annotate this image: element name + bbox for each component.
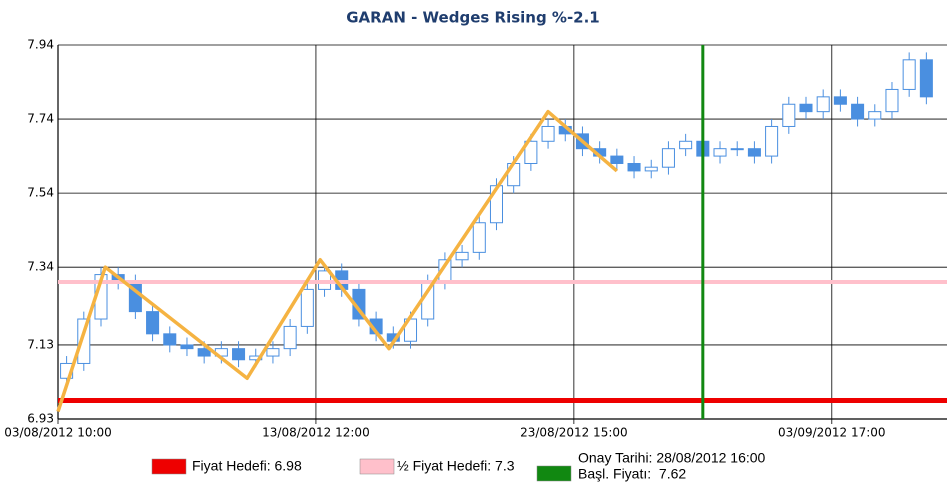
candle-body (765, 125, 779, 157)
legend-label: Başl. Fiyatı: 7.62 (578, 466, 686, 482)
candle-body (180, 344, 194, 350)
x-tick-label: 13/08/2012 12:00 (262, 426, 370, 440)
candle-body (197, 348, 211, 357)
legend-label: ½ Fiyat Hedefi: 7.3 (397, 458, 515, 474)
y-tick-label: 7.34 (27, 260, 54, 274)
candle-body (816, 96, 830, 113)
legend-label: Onay Tarihi: 28/08/2012 16:00 (578, 450, 766, 466)
candle-body (747, 148, 761, 157)
candle-body (300, 288, 314, 327)
y-tick-label: 7.13 (27, 337, 54, 351)
candle-body (868, 111, 882, 120)
legend-label: Fiyat Hedefi: 6.98 (192, 458, 302, 474)
chart-title: GARAN - Wedges Rising %-2.1 (346, 9, 600, 27)
candle-body (679, 140, 693, 150)
x-tick-label: 03/09/2012 17:00 (778, 426, 886, 440)
candle-body (541, 125, 555, 142)
candle-body (146, 311, 160, 335)
candle-body (163, 333, 177, 346)
wedge-line (56, 109, 618, 413)
candle-body (77, 318, 91, 364)
x-tick-label: 23/08/2012 15:00 (520, 426, 628, 440)
candle-body (851, 103, 865, 120)
y-tick-label: 6.93 (27, 412, 54, 426)
candle-body (610, 155, 624, 164)
y-tick-label: 7.74 (27, 112, 54, 126)
candle-body (644, 166, 658, 172)
candle-body (885, 88, 899, 113)
legend-swatch (359, 458, 395, 475)
candle-body (799, 103, 813, 113)
y-tick-label: 7.94 (27, 38, 54, 52)
candle-body (661, 148, 675, 168)
candle-body (455, 251, 469, 261)
candle-body (782, 103, 796, 127)
candle-body (833, 96, 847, 105)
candle-body (730, 148, 744, 151)
candle-body (713, 148, 727, 157)
candle-body (232, 348, 246, 361)
candle-body (472, 222, 486, 253)
candle-body (902, 59, 916, 90)
candle-body (266, 348, 280, 357)
candle-body (919, 59, 933, 98)
x-tick-label: 03/08/2012 10:00 (4, 426, 112, 440)
candle-body (283, 325, 297, 350)
candle-body (524, 140, 538, 164)
legend-swatch (536, 465, 572, 482)
legend-swatch (151, 458, 187, 475)
candle-body (627, 162, 641, 172)
y-tick-label: 7.54 (27, 186, 54, 200)
